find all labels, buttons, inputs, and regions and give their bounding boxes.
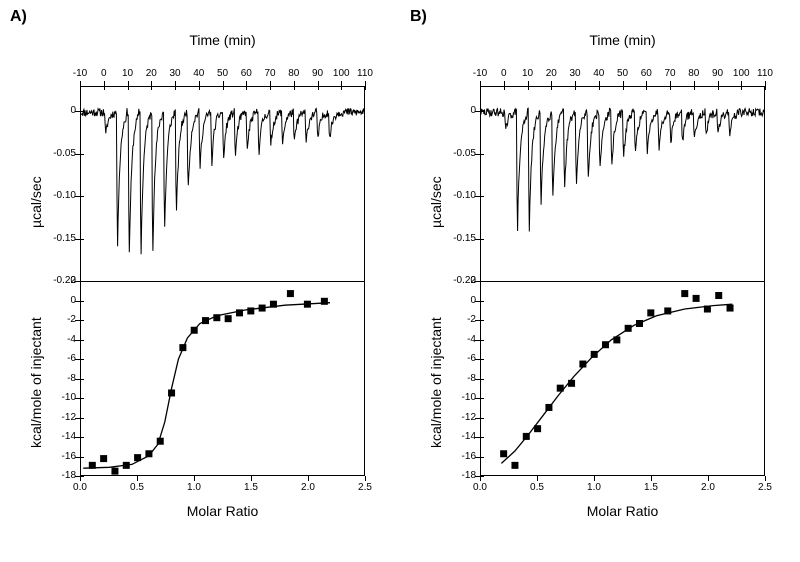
xtick-label: 30 bbox=[565, 68, 585, 79]
ytick-label: -18 bbox=[438, 470, 476, 481]
xtick-label: 1.5 bbox=[239, 482, 263, 493]
xtick-label: 2.5 bbox=[353, 482, 377, 493]
panel-a-top-ylabel: µcal/sec bbox=[28, 176, 44, 228]
ytick-label: 2 bbox=[38, 275, 76, 286]
panel-b-letter: B) bbox=[410, 8, 427, 26]
ytick-label: 0 bbox=[438, 105, 476, 116]
xtick-label: 80 bbox=[684, 68, 704, 79]
xtick-label: 10 bbox=[118, 68, 138, 79]
panel-b: B) Time (min) µcal/sec kcal/mole of inje… bbox=[410, 8, 790, 548]
ytick-label: -0.15 bbox=[438, 233, 476, 244]
ytick-label: -12 bbox=[438, 412, 476, 423]
ytick-label: -8 bbox=[438, 373, 476, 384]
panel-b-top-xlabel: Time (min) bbox=[480, 32, 765, 48]
ytick-label: -0.10 bbox=[438, 190, 476, 201]
xtick-label: 70 bbox=[660, 68, 680, 79]
ytick-label: -0.05 bbox=[438, 148, 476, 159]
xtick-label: 20 bbox=[541, 68, 561, 79]
panel-a-letter: A) bbox=[10, 8, 27, 26]
ytick-label: -6 bbox=[38, 353, 76, 364]
ytick-label: 0 bbox=[38, 295, 76, 306]
ytick-label: -14 bbox=[438, 431, 476, 442]
panel-b-top-ylabel: µcal/sec bbox=[428, 176, 444, 228]
figure: A) Time (min) µcal/sec kcal/mole of inje… bbox=[0, 0, 800, 562]
xtick-label: 100 bbox=[331, 68, 351, 79]
ytick-label: 0 bbox=[438, 295, 476, 306]
xtick-label: 40 bbox=[589, 68, 609, 79]
xtick-label: -10 bbox=[70, 68, 90, 79]
xtick-label: 20 bbox=[141, 68, 161, 79]
ytick-label: -14 bbox=[38, 431, 76, 442]
ytick-label: -8 bbox=[38, 373, 76, 384]
xtick-label: 100 bbox=[731, 68, 751, 79]
xtick-label: 60 bbox=[636, 68, 656, 79]
xtick-label: 90 bbox=[708, 68, 728, 79]
panel-b-bot-xlabel: Molar Ratio bbox=[480, 503, 765, 519]
xtick-label: 0.0 bbox=[68, 482, 92, 493]
xtick-label: 1.5 bbox=[639, 482, 663, 493]
xtick-label: 70 bbox=[260, 68, 280, 79]
xtick-label: 2.5 bbox=[753, 482, 777, 493]
xtick-label: 50 bbox=[613, 68, 633, 79]
xtick-label: 60 bbox=[236, 68, 256, 79]
ytick-label: -2 bbox=[38, 314, 76, 325]
xtick-label: 10 bbox=[518, 68, 538, 79]
ytick-label: -2 bbox=[438, 314, 476, 325]
xtick-label: -10 bbox=[470, 68, 490, 79]
xtick-label: 0.5 bbox=[125, 482, 149, 493]
xtick-label: 110 bbox=[355, 68, 375, 79]
xtick-label: 40 bbox=[189, 68, 209, 79]
ytick-label: -0.10 bbox=[38, 190, 76, 201]
panel-a-bot-plot bbox=[80, 281, 365, 476]
ytick-label: -6 bbox=[438, 353, 476, 364]
panel-b-bot-plot bbox=[480, 281, 765, 476]
xtick-label: 2.0 bbox=[696, 482, 720, 493]
ytick-label: -10 bbox=[38, 392, 76, 403]
panel-a-bot-xlabel: Molar Ratio bbox=[80, 503, 365, 519]
xtick-label: 0 bbox=[494, 68, 514, 79]
ytick-label: -0.05 bbox=[38, 148, 76, 159]
xtick-label: 110 bbox=[755, 68, 775, 79]
xtick-label: 0 bbox=[94, 68, 114, 79]
panel-a-top-plot bbox=[80, 86, 365, 281]
ytick-label: 0 bbox=[38, 105, 76, 116]
xtick-label: 50 bbox=[213, 68, 233, 79]
xtick-label: 2.0 bbox=[296, 482, 320, 493]
xtick-label: 1.0 bbox=[182, 482, 206, 493]
xtick-label: 0.0 bbox=[468, 482, 492, 493]
ytick-label: -18 bbox=[38, 470, 76, 481]
ytick-label: -0.15 bbox=[38, 233, 76, 244]
panel-b-top-plot bbox=[480, 86, 765, 281]
ytick-label: 2 bbox=[438, 275, 476, 286]
panel-a-top-xlabel: Time (min) bbox=[80, 32, 365, 48]
panel-a: A) Time (min) µcal/sec kcal/mole of inje… bbox=[10, 8, 390, 548]
xtick-label: 1.0 bbox=[582, 482, 606, 493]
ytick-label: -12 bbox=[38, 412, 76, 423]
ytick-label: -4 bbox=[438, 334, 476, 345]
ytick-label: -16 bbox=[38, 451, 76, 462]
ytick-label: -10 bbox=[438, 392, 476, 403]
xtick-label: 80 bbox=[284, 68, 304, 79]
ytick-label: -16 bbox=[438, 451, 476, 462]
xtick-label: 90 bbox=[308, 68, 328, 79]
xtick-label: 0.5 bbox=[525, 482, 549, 493]
ytick-label: -4 bbox=[38, 334, 76, 345]
xtick-label: 30 bbox=[165, 68, 185, 79]
